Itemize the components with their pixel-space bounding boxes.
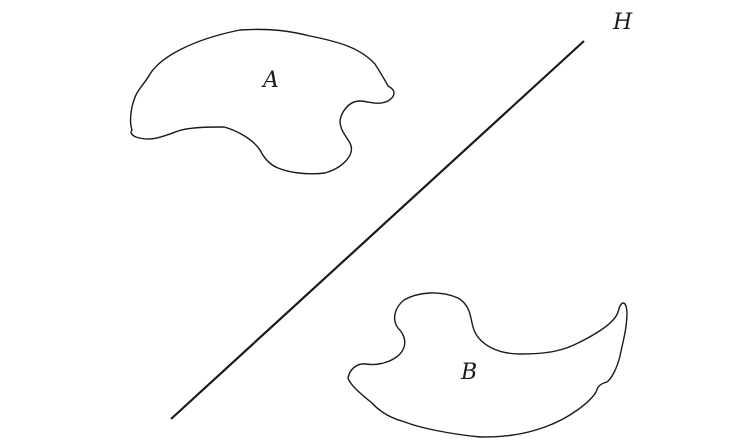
label-a: A bbox=[261, 68, 279, 93]
line-h bbox=[170, 40, 585, 420]
label-h: H bbox=[612, 10, 633, 35]
shape-b-outline bbox=[347, 292, 628, 438]
label-b: B bbox=[460, 360, 477, 385]
shape-a-outline bbox=[129, 28, 395, 175]
